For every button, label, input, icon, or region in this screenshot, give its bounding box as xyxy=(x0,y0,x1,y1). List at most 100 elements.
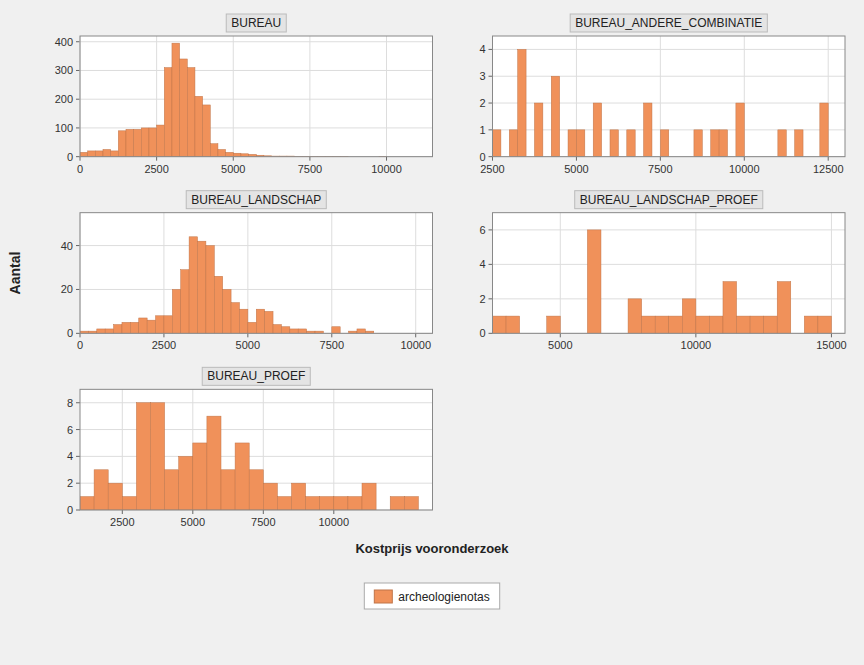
bar xyxy=(696,316,710,333)
bar xyxy=(249,470,263,510)
tick xyxy=(156,157,157,161)
panel: 0246825005000750010000BUREAU_PROEF xyxy=(67,367,433,528)
bar xyxy=(114,325,122,334)
bar xyxy=(122,497,136,510)
bar xyxy=(94,470,108,510)
bar xyxy=(493,130,501,157)
bar xyxy=(105,329,113,333)
bar xyxy=(669,316,683,333)
bar xyxy=(694,130,702,157)
grid-line xyxy=(80,245,433,246)
tick-label: 10000 xyxy=(319,516,350,528)
tick xyxy=(489,333,493,334)
legend-swatch xyxy=(374,590,392,603)
bar xyxy=(778,130,786,157)
legend-frame xyxy=(364,583,499,609)
tick-label: 0 xyxy=(77,339,83,351)
plot-frame xyxy=(80,389,433,510)
tick xyxy=(489,229,493,230)
tick-label: 100 xyxy=(55,122,73,134)
bar xyxy=(534,103,542,157)
grid-line xyxy=(831,213,832,334)
tick-label: 4 xyxy=(479,43,485,55)
title: BUREAU_ANDERE_COMBINATIE xyxy=(575,16,762,30)
tick xyxy=(76,70,80,71)
bars xyxy=(80,237,374,334)
tick xyxy=(192,510,193,514)
plot-area xyxy=(80,213,433,334)
grid-line xyxy=(493,264,846,265)
panel: 012342500500075001000012500BUREAU_ANDERE… xyxy=(479,14,845,175)
bars xyxy=(80,403,418,510)
tick xyxy=(76,41,80,42)
tick-label: 2500 xyxy=(480,163,504,175)
bar xyxy=(493,316,507,333)
bar xyxy=(118,131,126,157)
tick xyxy=(489,156,493,157)
bar xyxy=(164,316,172,334)
bar xyxy=(221,470,235,510)
bar xyxy=(180,59,188,157)
tick xyxy=(76,429,80,430)
plot-frame xyxy=(80,36,433,157)
tick-label: 400 xyxy=(55,36,73,48)
bar xyxy=(226,152,234,156)
bar xyxy=(130,322,138,333)
tick-label: 4 xyxy=(67,450,73,462)
bar xyxy=(795,130,803,157)
title-box xyxy=(186,191,326,209)
grid-line xyxy=(80,70,433,71)
tick-label: 3 xyxy=(479,70,485,82)
tick xyxy=(489,103,493,104)
bar xyxy=(332,327,340,334)
tick xyxy=(415,333,416,337)
bar xyxy=(750,316,764,333)
tick-label: 5000 xyxy=(564,163,588,175)
bar xyxy=(187,68,195,157)
bar xyxy=(80,497,94,510)
x-axis-label: Kostprijs vooronderzoek xyxy=(355,541,509,556)
bar xyxy=(203,105,211,157)
bar xyxy=(88,151,96,157)
title-box xyxy=(570,14,767,32)
y-axis-label: Aantal xyxy=(7,252,23,295)
grid-line xyxy=(80,41,433,42)
tick-label: 5000 xyxy=(236,339,260,351)
tick xyxy=(828,157,829,161)
tick-label: 0 xyxy=(479,327,485,339)
tick xyxy=(263,510,264,514)
bar xyxy=(281,327,289,334)
plot-frame xyxy=(493,213,846,334)
tick-label: 8 xyxy=(67,397,73,409)
bar xyxy=(404,497,418,510)
bar xyxy=(292,483,306,510)
bar xyxy=(207,416,221,510)
bar xyxy=(804,316,818,333)
grid-line xyxy=(415,213,416,334)
bar xyxy=(265,311,273,333)
tick-label: 2 xyxy=(67,477,73,489)
plot-area xyxy=(493,36,846,157)
bar xyxy=(627,130,635,157)
bar xyxy=(149,128,157,157)
tick-label: 0 xyxy=(479,151,485,163)
tick-label: 5000 xyxy=(221,163,245,175)
bar xyxy=(206,246,214,334)
tick-label: 10000 xyxy=(681,339,712,351)
tick xyxy=(744,157,745,161)
tick-label: 6 xyxy=(479,224,485,236)
panel: 0100200300400025005000750010000BUREAU xyxy=(55,14,433,175)
bar xyxy=(103,149,111,156)
tick xyxy=(247,333,248,337)
plot-area xyxy=(493,213,846,334)
bar xyxy=(764,316,778,333)
grid-line xyxy=(493,49,846,50)
bar xyxy=(134,129,142,156)
tick xyxy=(163,333,164,337)
tick xyxy=(831,333,832,337)
bar xyxy=(122,322,130,333)
bar xyxy=(818,316,832,333)
bar xyxy=(165,470,179,510)
bars xyxy=(493,230,832,333)
tick xyxy=(695,333,696,337)
